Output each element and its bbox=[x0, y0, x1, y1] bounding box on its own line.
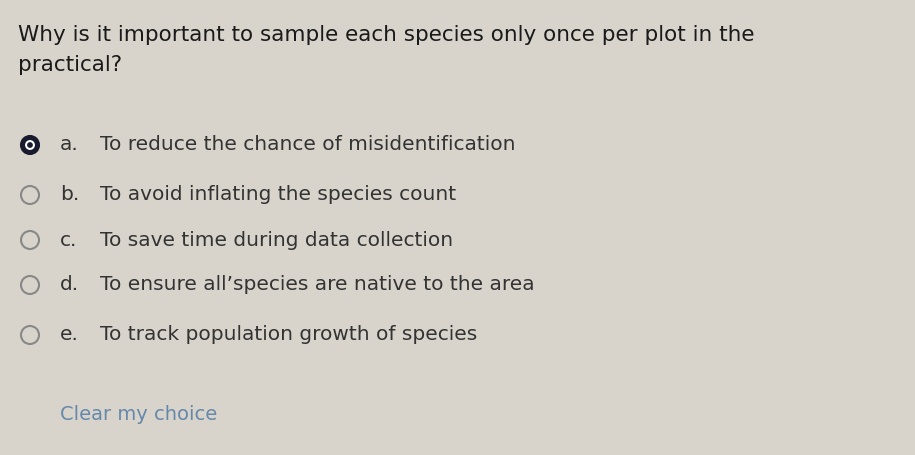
Circle shape bbox=[21, 326, 39, 344]
Text: a.: a. bbox=[60, 136, 79, 155]
Text: e.: e. bbox=[60, 325, 79, 344]
Text: c.: c. bbox=[60, 231, 78, 249]
Text: Why is it important to sample each species only once per plot in the: Why is it important to sample each speci… bbox=[18, 25, 755, 45]
Text: Clear my choice: Clear my choice bbox=[60, 405, 217, 425]
Circle shape bbox=[21, 136, 39, 154]
Text: b.: b. bbox=[60, 186, 80, 204]
Circle shape bbox=[21, 231, 39, 249]
Circle shape bbox=[21, 276, 39, 294]
Circle shape bbox=[21, 186, 39, 204]
Text: To avoid inflating the species count: To avoid inflating the species count bbox=[100, 186, 456, 204]
Text: To track population growth of species: To track population growth of species bbox=[100, 325, 478, 344]
Text: To ensure all’species are native to the area: To ensure all’species are native to the … bbox=[100, 275, 534, 294]
Text: practical?: practical? bbox=[18, 55, 122, 75]
Circle shape bbox=[25, 140, 35, 150]
Circle shape bbox=[27, 142, 33, 148]
Text: d.: d. bbox=[60, 275, 79, 294]
Text: To save time during data collection: To save time during data collection bbox=[100, 231, 453, 249]
Text: To reduce the chance of misidentification: To reduce the chance of misidentificatio… bbox=[100, 136, 515, 155]
